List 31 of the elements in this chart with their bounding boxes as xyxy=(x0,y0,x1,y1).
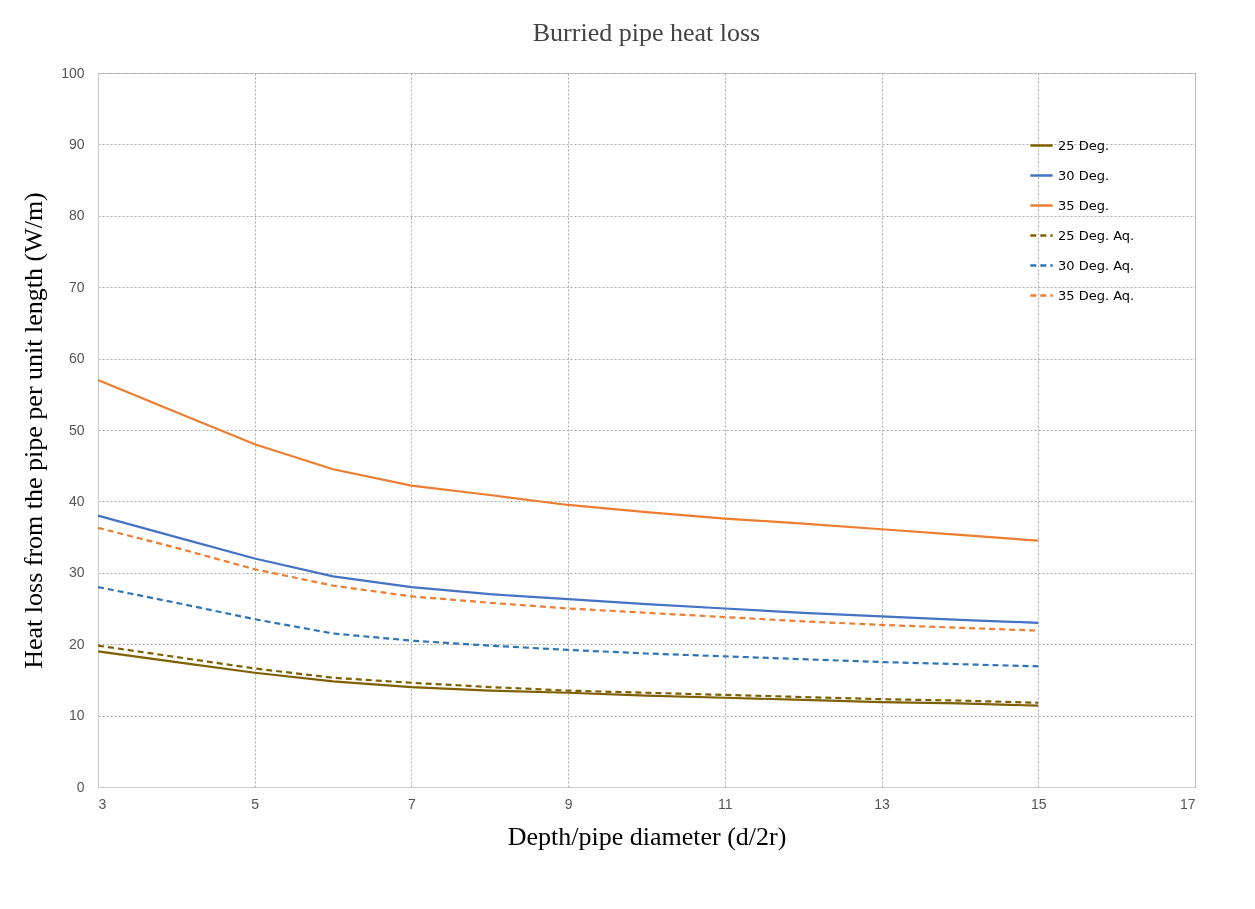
y-axis-title: Heat loss from the pipe per unit length (W/m) xyxy=(19,192,49,669)
x-tick-label: 9 xyxy=(564,795,573,812)
line-series xyxy=(96,514,1040,624)
y-tick-label: 30 xyxy=(68,564,85,581)
x-tick-label: 17 xyxy=(1179,795,1196,812)
line-series xyxy=(96,585,1040,668)
legend-label: 30 Deg. xyxy=(1058,167,1110,183)
x-axis-title: Depth/pipe diameter (d/2r) xyxy=(507,821,787,851)
legend-label: 25 Deg. Aq. xyxy=(1058,227,1135,243)
x-tick-label: 5 xyxy=(251,795,260,812)
y-tick-label: 90 xyxy=(68,135,85,152)
x-tick-label: 13 xyxy=(874,795,891,812)
x-tick-label: 11 xyxy=(718,795,733,812)
y-tick-label: 0 xyxy=(76,778,85,795)
legend-label: 35 Deg. Aq. xyxy=(1058,287,1135,303)
y-tick-label: 80 xyxy=(68,207,85,224)
y-tick-label: 60 xyxy=(68,350,85,367)
x-tick-label: 15 xyxy=(1031,795,1047,812)
legend-label: 25 Deg. xyxy=(1058,137,1110,153)
y-tick-label: 20 xyxy=(68,635,85,652)
x-tick-label: 7 xyxy=(408,795,417,812)
chart-title: Burried pipe heat loss xyxy=(532,18,761,47)
legend-label: 35 Deg. xyxy=(1058,197,1110,213)
line-series xyxy=(96,378,1040,542)
y-tick-label: 50 xyxy=(68,421,85,438)
x-tick-label: 3 xyxy=(98,795,107,812)
y-tick-label: 40 xyxy=(68,492,85,509)
y-tick-label: 70 xyxy=(68,278,85,295)
legend-label: 30 Deg. Aq. xyxy=(1058,257,1135,273)
y-tick-label: 100 xyxy=(61,64,85,81)
y-tick-label: 10 xyxy=(68,707,85,724)
